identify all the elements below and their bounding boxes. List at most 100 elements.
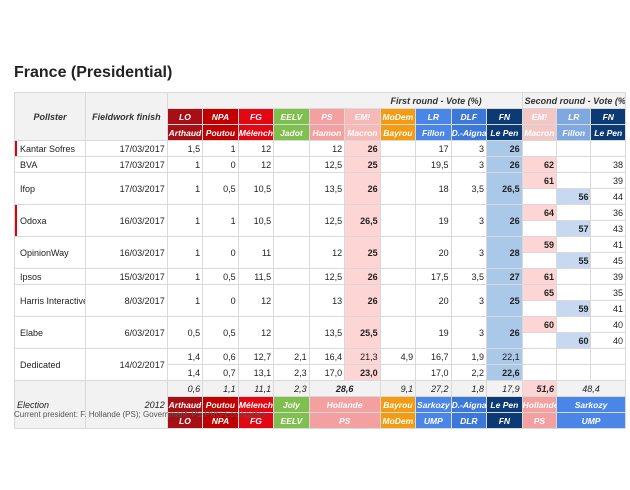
election-value: 28,6 [308, 380, 381, 397]
pollster-name: OpinionWay [14, 236, 86, 269]
party-label-r2: FN [590, 108, 626, 125]
fieldwork-date: 8/03/2017 [84, 284, 168, 317]
vote-cell: 1 [166, 172, 204, 205]
vote-cell-r2: 62 [521, 156, 558, 173]
table-row: BVA 17/03/2017 1 0 12 12,5 25 19,5 3 26 62 38 [14, 156, 626, 173]
vote-cell: 26,5 [486, 172, 523, 205]
vote-cell: 11,5 [237, 268, 275, 285]
vote-cell: 13,1 [237, 364, 275, 381]
table-row: Dedicated 14/02/2017 1,4 0,6 12,7 2,1 16,4 21,3… [14, 348, 626, 381]
election-candidate: Le Pen [486, 396, 523, 413]
vote-cell: 13 [308, 284, 346, 317]
vote-cell-r2: 61 [521, 268, 558, 285]
vote-cell [273, 284, 310, 317]
vote-cell-r2 [556, 348, 592, 365]
election-value: 27,2 [415, 380, 452, 397]
vote-cell [273, 316, 310, 349]
election-party-r2: UMP [556, 412, 626, 429]
vote-cell: 26 [344, 140, 381, 157]
header-row-candidate: Arthaud Poutou Mélench Jadot Hamon Macron Bayr… [15, 124, 626, 141]
vote-cell: 1 [202, 140, 239, 157]
vote-cell: 16,4 [308, 348, 346, 365]
pollster-text: Harris Interactive [20, 295, 86, 306]
vote-cell: 1,9 [450, 348, 488, 365]
vote-cell: 26 [486, 140, 523, 157]
vote-cell [379, 268, 417, 285]
election-party: EELV [273, 412, 310, 429]
party-label-r2: LR [556, 108, 592, 125]
pollster-name: Dedicated [14, 348, 86, 381]
vote-cell: 1,4 [166, 348, 204, 365]
election-party-r2: PS [521, 412, 558, 429]
table-row: Odoxa 16/03/2017 1 1 10,5 12,5 26,5 19 3 26 64 36 [14, 204, 626, 237]
vote-cell: 19,5 [415, 156, 452, 173]
vote-cell-r2 [590, 364, 626, 381]
candidate-label: D.-Aigna [450, 124, 488, 141]
vote-cell: 3 [450, 156, 488, 173]
header-first-round: First round - Vote (%) [166, 92, 523, 109]
vote-cell: 12 [308, 140, 346, 157]
vote-cell-r2 [521, 348, 558, 365]
vote-cell [379, 236, 417, 269]
vote-cell: 0,5 [202, 316, 239, 349]
pollster-name: Ipsos [14, 268, 86, 285]
vote-cell-r2: 38 [590, 156, 626, 173]
vote-cell-r2 [521, 252, 558, 269]
vote-cell-r2: 61 [521, 172, 558, 189]
party-label: EELV [273, 108, 310, 125]
election-label: Election [14, 380, 86, 429]
vote-cell: 1 [166, 268, 204, 285]
vote-cell: 3,5 [450, 268, 488, 285]
election-party: PS [308, 412, 381, 429]
vote-cell [379, 156, 417, 173]
fieldwork-date: 6/03/2017 [84, 316, 168, 349]
vote-cell: 26 [486, 156, 523, 173]
vote-cell-r2 [556, 268, 592, 285]
pollster-text: OpinionWay [20, 247, 69, 258]
election-candidate: Bayrou [379, 396, 417, 413]
election-parties-row: LO NPA FG EELV PS MoDem UMP DLR FN PS UMP [15, 412, 626, 429]
candidate-label: Bayrou [379, 124, 417, 141]
vote-cell-r2: 40 [590, 316, 626, 333]
vote-cell: 2,3 [273, 364, 310, 381]
vote-cell: 25 [344, 236, 381, 269]
vote-cell: 1 [166, 204, 204, 237]
pollster-name: Elabe [14, 316, 86, 349]
vote-cell: 26 [344, 172, 381, 205]
vote-cell: 12,5 [308, 156, 346, 173]
vote-cell: 26 [486, 204, 523, 237]
pollster-name: Kantar Sofres [14, 140, 86, 157]
candidate-label: Arthaud [166, 124, 204, 141]
vote-cell [379, 364, 417, 381]
election-party: UMP [415, 412, 452, 429]
pollster-name: Odoxa [14, 204, 86, 237]
pollster-text: Ipsos [20, 271, 42, 282]
vote-cell [379, 316, 417, 349]
vote-cell: 0 [202, 284, 239, 317]
table-row: Ifop 17/03/2017 1 0,5 10,5 13,5 26 18 3,5 26,5 61 3… [14, 172, 626, 205]
candidate-label-r2: Fillon [556, 124, 592, 141]
vote-cell: 1 [166, 236, 204, 269]
pollster-marker [15, 205, 17, 236]
election-candidate: Joly [273, 396, 310, 413]
vote-cell: 26,5 [344, 204, 381, 237]
vote-cell: 21,3 [344, 348, 381, 365]
vote-cell: 12 [237, 284, 275, 317]
election-party: MoDem [379, 412, 417, 429]
vote-cell: 22,6 [486, 364, 523, 381]
vote-cell: 12 [237, 316, 275, 349]
candidate-label-r2: Macron [521, 124, 558, 141]
fieldwork-date: 16/03/2017 [84, 236, 168, 269]
pollster-name: BVA [14, 156, 86, 173]
vote-cell-r2: 59 [521, 236, 558, 253]
vote-cell: 0,6 [202, 348, 239, 365]
fieldwork-date: 17/03/2017 [84, 172, 168, 205]
vote-cell: 25 [344, 156, 381, 173]
vote-cell: 28 [486, 236, 523, 269]
vote-cell-r2: 36 [590, 204, 626, 221]
vote-cell: 0 [202, 156, 239, 173]
party-label: DLF [450, 108, 488, 125]
vote-cell: 2,1 [273, 348, 310, 365]
election-value: 11,1 [237, 380, 275, 397]
election-candidates-row: Arthaud Poutou Mélench Joly Hollande Bayrou Sa… [15, 396, 626, 413]
